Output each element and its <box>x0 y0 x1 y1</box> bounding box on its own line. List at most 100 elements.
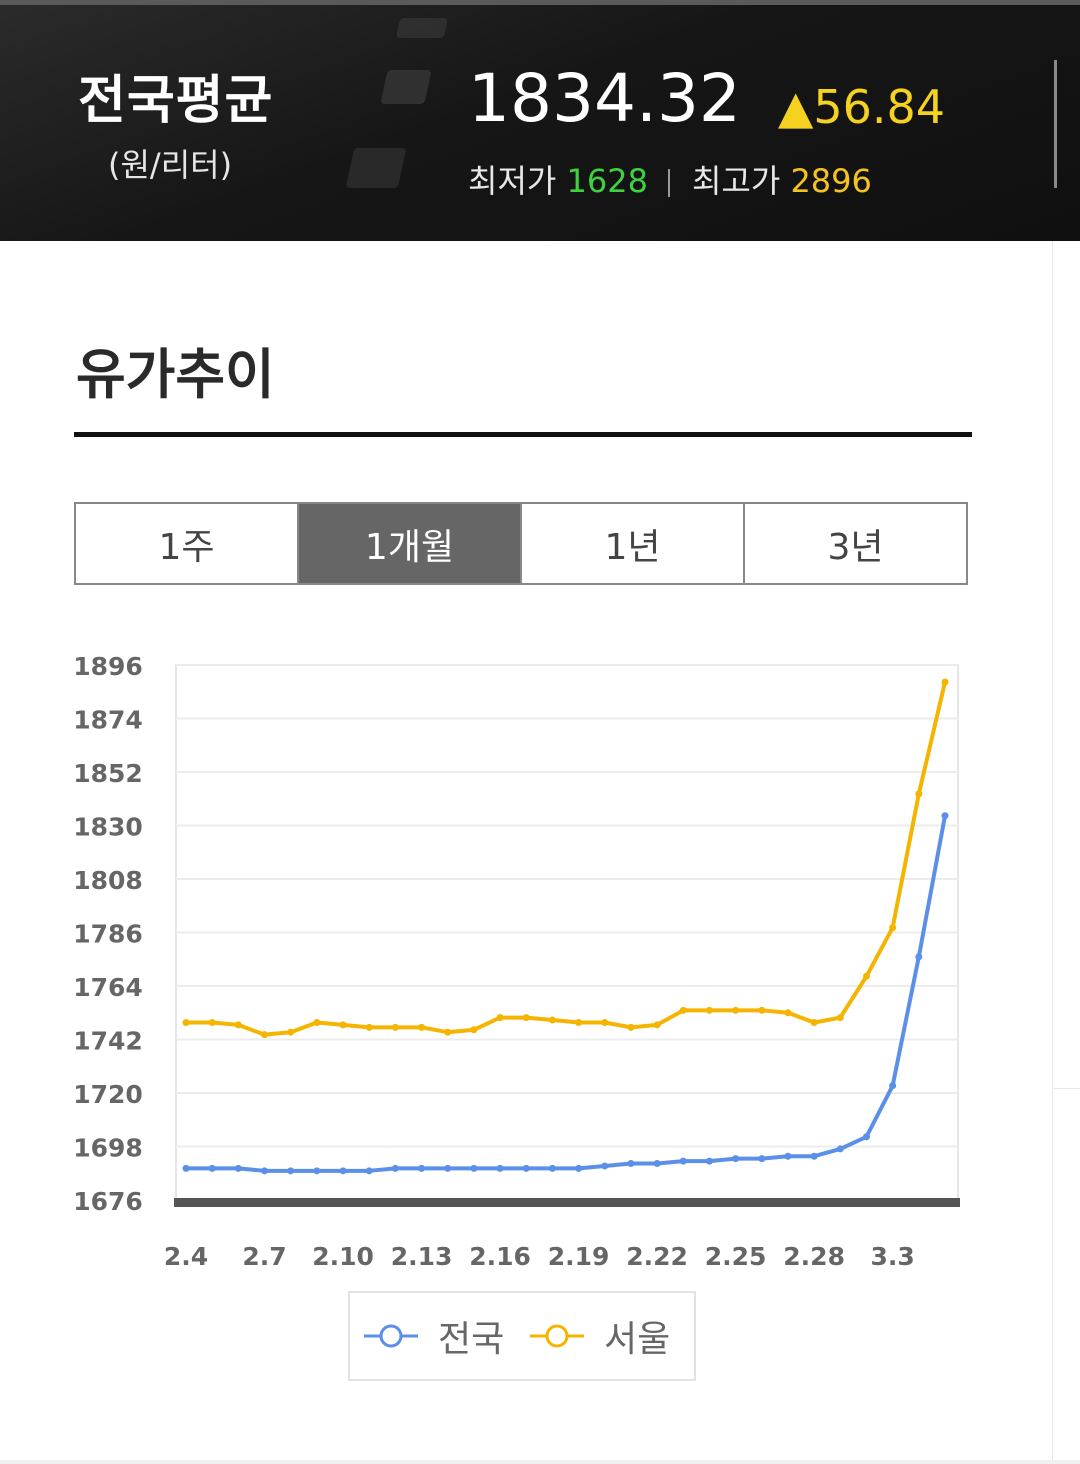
max-price-label: 최고가 <box>691 162 781 200</box>
data-point-national <box>732 1155 740 1163</box>
x-tick-label: 2.25 <box>705 1242 767 1271</box>
data-point-seoul <box>915 790 923 798</box>
right-divider-tick <box>1054 1088 1080 1089</box>
min-max-prices: 최저가 1628 최고가 2896 <box>468 156 872 202</box>
data-point-seoul <box>208 1018 216 1026</box>
data-point-seoul <box>522 1014 530 1022</box>
y-tick-label: 1852 <box>73 759 143 788</box>
legend-label-seoul: 서울 <box>604 1319 671 1360</box>
data-point-national <box>391 1164 399 1172</box>
section-title: 유가추이 <box>76 343 275 406</box>
data-point-national <box>287 1167 295 1175</box>
data-point-national <box>915 953 923 961</box>
y-tick-label: 1698 <box>73 1134 143 1163</box>
data-point-seoul <box>784 1009 792 1017</box>
price-unit: (원/리터) <box>108 146 233 184</box>
data-point-seoul <box>889 924 897 932</box>
data-point-seoul <box>287 1028 295 1036</box>
data-point-seoul <box>444 1028 452 1036</box>
tab-1-month[interactable]: 1개월 <box>299 504 522 583</box>
y-tick-label: 1720 <box>73 1080 143 1109</box>
data-point-national <box>365 1167 373 1175</box>
y-tick-label: 1874 <box>73 706 143 735</box>
data-point-seoul <box>365 1023 373 1031</box>
data-point-seoul <box>810 1018 818 1026</box>
data-point-national <box>261 1167 269 1175</box>
data-point-national <box>575 1164 583 1172</box>
data-point-national <box>444 1164 452 1172</box>
period-tabs: 1주 1개월 1년 3년 <box>74 502 968 585</box>
data-point-national <box>496 1164 504 1172</box>
data-point-seoul <box>653 1021 661 1029</box>
data-point-national <box>810 1152 818 1160</box>
min-price-value: 1628 <box>566 162 648 200</box>
background-decoration <box>345 148 407 188</box>
divider <box>667 169 670 197</box>
series-line-national <box>186 815 947 1173</box>
scroll-indicator <box>1054 60 1057 188</box>
data-point-seoul <box>679 1006 687 1014</box>
price-trend-chart: 1896 1874 1852 1830 1808 1786 1764 1742 1720 1698… <box>0 620 1050 1420</box>
data-point-national <box>627 1160 635 1168</box>
x-tick-label: 3.3 <box>871 1242 915 1271</box>
tab-1-week[interactable]: 1주 <box>76 504 299 583</box>
y-tick-label: 1830 <box>73 813 143 842</box>
tab-1-year[interactable]: 1년 <box>522 504 745 583</box>
data-point-national <box>182 1164 190 1172</box>
data-point-seoul <box>339 1021 347 1029</box>
data-point-national <box>758 1155 766 1163</box>
header-top-line <box>0 0 1080 5</box>
data-point-national <box>522 1164 530 1172</box>
legend-item-national[interactable]: 전국 <box>364 1293 504 1379</box>
section-rule <box>74 432 972 437</box>
data-point-national <box>313 1167 321 1175</box>
min-price-label: 최저가 <box>468 162 557 200</box>
legend-label-national: 전국 <box>438 1319 505 1360</box>
data-point-seoul <box>758 1006 766 1014</box>
x-tick-label: 2.13 <box>391 1242 453 1271</box>
data-point-national <box>784 1152 792 1160</box>
bottom-rule <box>0 1460 1080 1464</box>
y-tick-label: 1764 <box>73 973 143 1002</box>
data-point-seoul <box>234 1021 242 1029</box>
y-tick-label: 1786 <box>73 920 143 949</box>
data-point-national <box>836 1145 844 1153</box>
data-point-seoul <box>601 1018 609 1026</box>
data-point-national <box>705 1157 713 1165</box>
data-point-national <box>548 1164 556 1172</box>
data-point-seoul <box>496 1014 504 1022</box>
data-point-national <box>862 1133 870 1141</box>
y-tick-label: 1742 <box>73 1027 143 1056</box>
data-point-seoul <box>470 1026 478 1034</box>
x-tick-label: 2.28 <box>783 1242 845 1271</box>
x-tick-label: 2.10 <box>312 1242 374 1271</box>
legend-item-seoul[interactable]: 서울 <box>530 1293 670 1379</box>
data-point-seoul <box>705 1006 713 1014</box>
y-tick-label: 1808 <box>73 866 143 895</box>
data-point-seoul <box>261 1031 269 1039</box>
data-point-national <box>470 1164 478 1172</box>
y-tick-label: 1896 <box>73 652 143 681</box>
average-price: 1834.32 <box>468 60 741 137</box>
data-point-seoul <box>575 1018 583 1026</box>
x-tick-label: 2.4 <box>164 1242 208 1271</box>
x-tick-label: 2.7 <box>242 1242 286 1271</box>
background-decoration <box>380 70 432 104</box>
region-title: 전국평균 <box>78 71 274 131</box>
data-point-national <box>679 1157 687 1165</box>
x-tick-label: 2.22 <box>626 1242 688 1271</box>
data-point-seoul <box>941 678 949 686</box>
data-point-seoul <box>182 1018 190 1026</box>
data-point-seoul <box>548 1016 556 1024</box>
data-point-seoul <box>732 1006 740 1014</box>
data-point-national <box>234 1164 242 1172</box>
chart-legend: 전국 서울 <box>348 1291 696 1381</box>
data-point-national <box>889 1082 897 1090</box>
data-point-seoul <box>418 1023 426 1031</box>
legend-line-national-icon <box>364 1324 418 1348</box>
series-line-seoul <box>186 681 947 1037</box>
legend-line-seoul-icon <box>530 1324 584 1348</box>
tab-3-years[interactable]: 3년 <box>745 504 966 583</box>
chart-svg: 1896 1874 1852 1830 1808 1786 1764 1742 1720 1698… <box>73 652 960 1271</box>
x-tick-label: 2.19 <box>548 1242 610 1271</box>
